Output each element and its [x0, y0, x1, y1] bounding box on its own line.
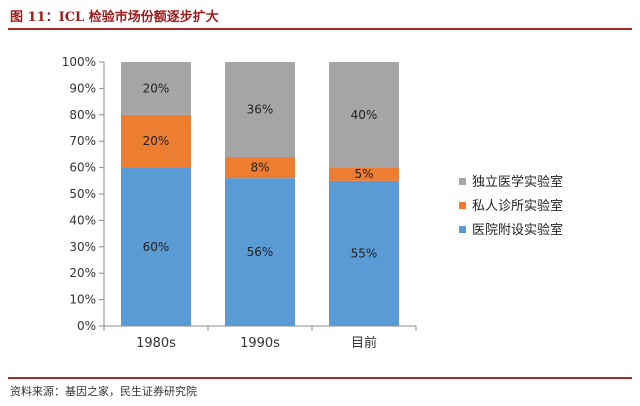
bar-segment	[121, 62, 191, 115]
x-category-label: 1980s	[136, 336, 176, 351]
y-tick-label: 10%	[69, 293, 96, 307]
y-tick-label: 90%	[69, 81, 96, 95]
y-tick-label: 40%	[69, 213, 96, 227]
bar-segment	[329, 62, 399, 168]
y-tick-label: 60%	[69, 161, 96, 175]
bar-segment	[225, 157, 295, 179]
legend-label: 独立医学实验室	[472, 174, 563, 190]
bar-segment	[225, 62, 295, 158]
bar-value-label: 5%	[354, 167, 373, 181]
bar-value-label: 60%	[143, 240, 170, 254]
bar-value-label: 56%	[247, 245, 274, 259]
y-tick-label: 50%	[69, 187, 96, 201]
source-note: 资料来源：基因之家，民生证券研究院	[10, 385, 197, 398]
source-divider	[8, 377, 632, 379]
legend-swatch	[459, 226, 466, 233]
bar-value-label: 20%	[143, 134, 170, 148]
bar-value-label: 36%	[247, 103, 274, 117]
x-category-label: 目前	[351, 335, 377, 351]
bar-segment	[225, 178, 295, 326]
legend-label: 医院附设实验室	[472, 222, 563, 238]
bar-value-label: 40%	[351, 108, 378, 122]
bar-segment	[329, 167, 399, 181]
legend-label: 私人诊所实验室	[472, 198, 563, 214]
bar-value-label: 8%	[250, 161, 269, 175]
y-tick-label: 30%	[69, 240, 96, 254]
y-tick-label: 70%	[69, 134, 96, 148]
y-tick-label: 20%	[69, 266, 96, 280]
bar-segment	[329, 180, 399, 326]
y-tick-label: 100%	[62, 55, 96, 69]
y-tick-label: 0%	[77, 319, 96, 333]
x-category-label: 1990s	[240, 336, 280, 351]
legend-swatch	[459, 202, 466, 209]
title-divider	[8, 28, 632, 30]
bar-segment	[121, 114, 191, 168]
bar-value-label: 20%	[143, 81, 170, 95]
legend-swatch	[459, 178, 466, 185]
y-tick-label: 80%	[69, 108, 96, 122]
figure-title: 图 11：ICL 检验市场份额逐步扩大	[10, 10, 219, 25]
bar-segment	[121, 167, 191, 326]
bar-value-label: 55%	[351, 246, 378, 260]
